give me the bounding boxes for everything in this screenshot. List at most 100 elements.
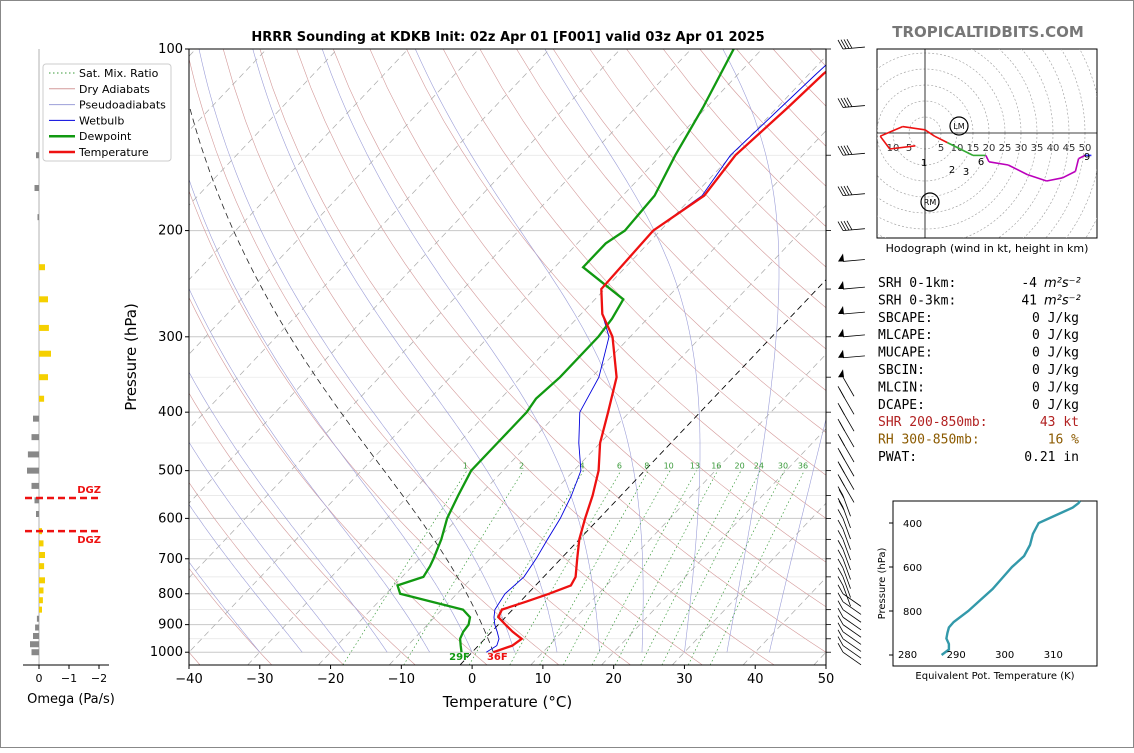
legend-label: Dry Adiabats [79, 83, 150, 96]
watermark: TROPICALTIDBITS.COM [892, 23, 1084, 41]
mixing-ratio-line [641, 471, 741, 665]
wind-barb [838, 369, 854, 396]
wind-barb [838, 448, 854, 476]
chart-title: HRRR Sounding at KDKB Init: 02z Apr 01 [… [251, 30, 764, 45]
isotherm [318, 49, 903, 665]
barb-flag [838, 498, 843, 507]
omega-bar [39, 563, 44, 569]
pseudoadiabat [156, 49, 472, 652]
wind-barb [838, 329, 865, 337]
barb-flag [838, 530, 843, 539]
omega-bar [28, 451, 39, 457]
hodograph-height-label: 1 [921, 158, 927, 169]
omega-axis-label: Omega (Pa/s) [27, 692, 115, 707]
wind-barb [838, 98, 865, 108]
barb-flag [838, 568, 843, 577]
mixing-ratio-line [540, 471, 649, 665]
barb-staff [843, 559, 851, 580]
omega-bar [39, 296, 48, 302]
barb-staff [843, 632, 861, 645]
theta-e-y-tick-label: 600 [903, 563, 922, 574]
barb-staff [843, 625, 861, 638]
wind-barb [838, 39, 865, 49]
mixing-ratio-label: 36 [798, 462, 808, 471]
mixing-ratio-label: 10 [664, 462, 674, 471]
barb-flag [839, 501, 844, 510]
omega-bar [39, 597, 43, 603]
mixing-ratio-label: 20 [735, 462, 745, 471]
barb-staff [843, 507, 851, 528]
mixing-ratio-line [662, 471, 760, 665]
omega-bar [39, 325, 49, 331]
legend-label: Dewpoint [79, 130, 132, 143]
barb-flag [838, 550, 843, 559]
omega-bar [32, 483, 40, 489]
y-tick-label: 400 [158, 405, 183, 420]
surface-dewpoint-label: 29F [449, 652, 470, 663]
barb-flag [838, 509, 843, 518]
mixing-ratio-line [343, 471, 467, 665]
wind-barb [838, 403, 854, 431]
stat-value: 43 kt [1040, 415, 1079, 430]
isotherm [177, 49, 762, 665]
mixing-ratio-line [469, 471, 583, 665]
hodograph-ring-label: 40 [1047, 143, 1060, 154]
barb-pennant [838, 369, 844, 377]
stat-label: RH 300-850mb: [878, 433, 980, 448]
x-tick-label: 50 [818, 672, 835, 687]
stat-value: 41 [1021, 293, 1037, 308]
mixing-ratio-line [710, 471, 804, 665]
stat-label: SRH 0-3km: [878, 293, 956, 308]
y-tick-label: 500 [158, 464, 183, 479]
stat-label: SBCIN: [878, 363, 925, 378]
mixing-ratio-label: 2 [519, 462, 524, 471]
omega-bar [39, 396, 44, 402]
barb-staff [843, 356, 865, 358]
y-tick-label: 1000 [150, 645, 183, 660]
dgz-label: DGZ [77, 485, 101, 496]
wind-barb [838, 616, 861, 638]
stat-value: 0 J/kg [1032, 346, 1079, 361]
barb-pennant [838, 306, 844, 314]
wind-barb [838, 462, 854, 490]
hodograph-height-label: 9 [1084, 152, 1090, 163]
theta-e-y-tick-label: 800 [903, 607, 922, 618]
barb-flag [840, 437, 845, 446]
barb-staff [843, 639, 861, 652]
mixing-ratio-line [510, 471, 621, 665]
barb-flag [838, 601, 843, 610]
hodograph-ring-label: 35 [1031, 143, 1044, 154]
mixing-ratio-label: 13 [690, 462, 700, 471]
wind-barbs [838, 39, 865, 665]
barb-flag [840, 464, 845, 473]
dgz-label: DGZ [77, 535, 101, 546]
stat-value: 16 % [1048, 433, 1079, 448]
mixing-ratio-label: 8 [644, 462, 649, 471]
stat-label: SHR 200-850mb: [878, 415, 988, 430]
storm-motion-label: RM [924, 198, 937, 207]
wind-barb [838, 350, 865, 358]
barb-flag [838, 593, 843, 602]
hodograph-height-label: 2 [949, 165, 955, 176]
barb-flag [838, 576, 843, 585]
barb-flag [838, 616, 843, 625]
barb-staff [843, 646, 861, 659]
x-tick-label: 0 [468, 672, 476, 687]
wind-barb [838, 186, 865, 196]
wind-barb [838, 419, 854, 447]
stat-value: 0 J/kg [1032, 311, 1079, 326]
wind-barb [838, 221, 865, 231]
barb-staff [843, 617, 861, 630]
hodograph-ring-label: 5 [938, 143, 944, 154]
wind-barb [838, 145, 865, 155]
hodograph-ring-label: 25 [999, 143, 1012, 154]
omega-bar [39, 552, 45, 558]
stat-label: MUCAPE: [878, 346, 933, 361]
omega-bar [36, 511, 39, 517]
y-tick-label: 900 [158, 618, 183, 633]
y-tick-label: 700 [158, 552, 183, 567]
stat-value: 0.21 in [1024, 450, 1079, 465]
omega-tick-label: 0 [36, 672, 43, 685]
